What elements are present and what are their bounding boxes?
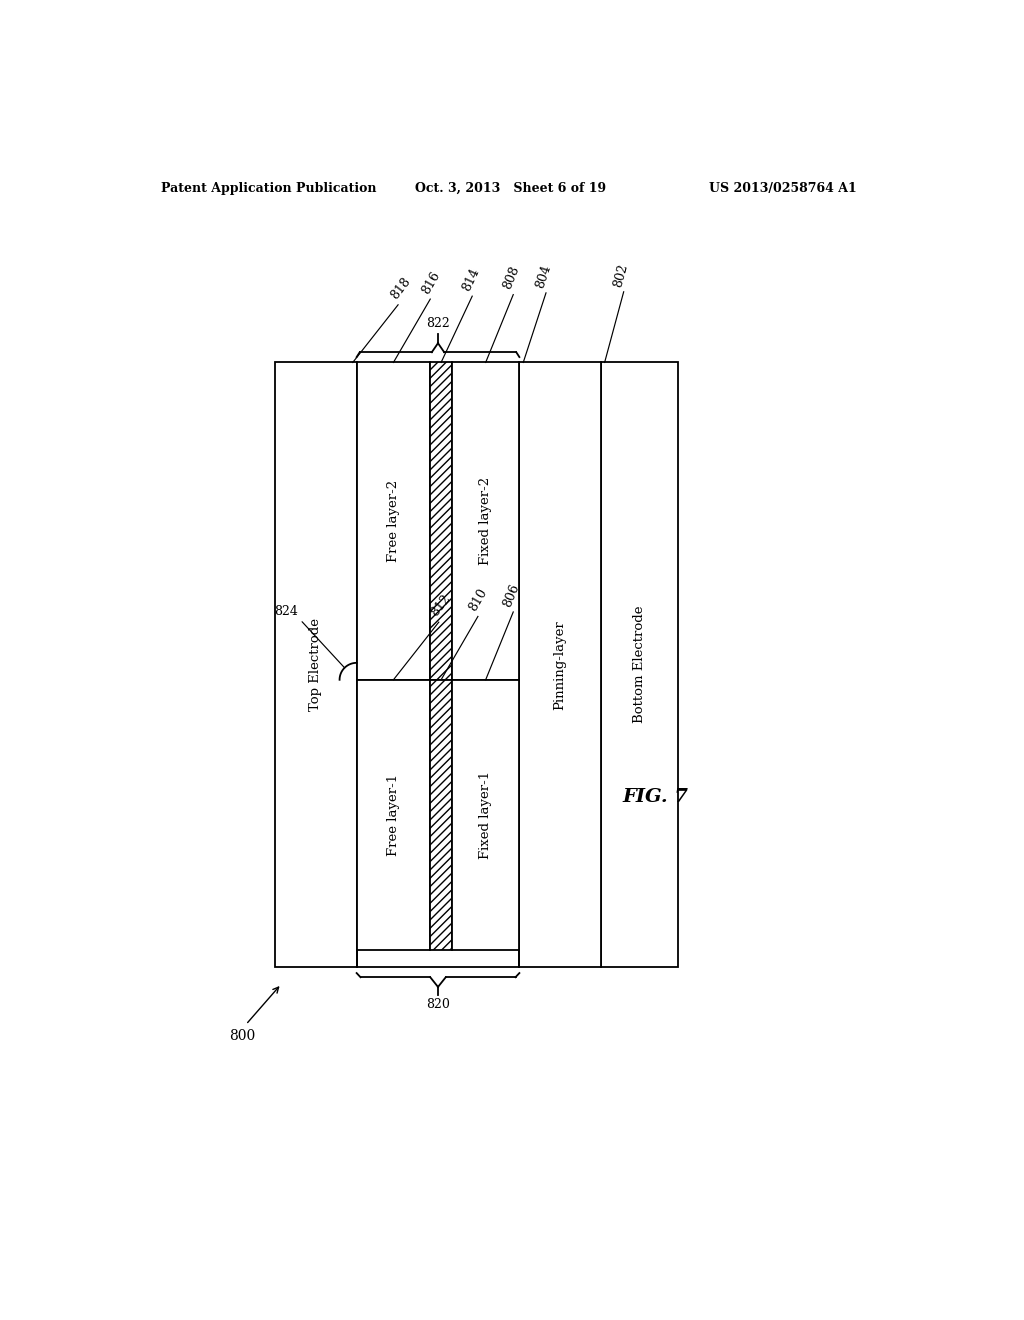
Text: FIG. 7: FIG. 7 [622,788,688,807]
Bar [601,363,678,966]
Bar [452,363,519,680]
Bar [430,680,452,950]
Text: 822: 822 [426,317,450,330]
Bar [452,680,519,950]
Text: Patent Application Publication: Patent Application Publication [161,182,376,194]
Text: Pinning-layer: Pinning-layer [554,620,566,710]
Bar [356,363,430,680]
Bar [519,363,601,966]
Text: 800: 800 [228,1028,255,1043]
Bar [430,363,452,680]
Text: 820: 820 [426,998,450,1011]
Bar [356,680,430,950]
Text: Free layer-2: Free layer-2 [387,480,400,562]
Text: Free layer-1: Free layer-1 [387,774,400,855]
Text: 804: 804 [534,263,553,290]
Text: 818: 818 [388,275,413,302]
Bar [275,363,356,966]
Text: Top Electrode: Top Electrode [309,618,323,711]
Text: 810: 810 [467,586,489,614]
Text: Fixed layer-1: Fixed layer-1 [479,771,493,859]
Text: 812: 812 [428,593,454,619]
Text: Bottom Electrode: Bottom Electrode [633,606,646,723]
Text: Fixed layer-2: Fixed layer-2 [479,477,493,565]
Text: 824: 824 [274,605,298,618]
Text: 806: 806 [501,582,522,609]
Text: Oct. 3, 2013   Sheet 6 of 19: Oct. 3, 2013 Sheet 6 of 19 [415,182,606,194]
Text: 814: 814 [461,265,482,293]
Text: 802: 802 [611,263,630,289]
Text: US 2013/0258764 A1: US 2013/0258764 A1 [710,182,857,194]
Text: 816: 816 [419,269,442,296]
Text: 808: 808 [501,264,522,292]
